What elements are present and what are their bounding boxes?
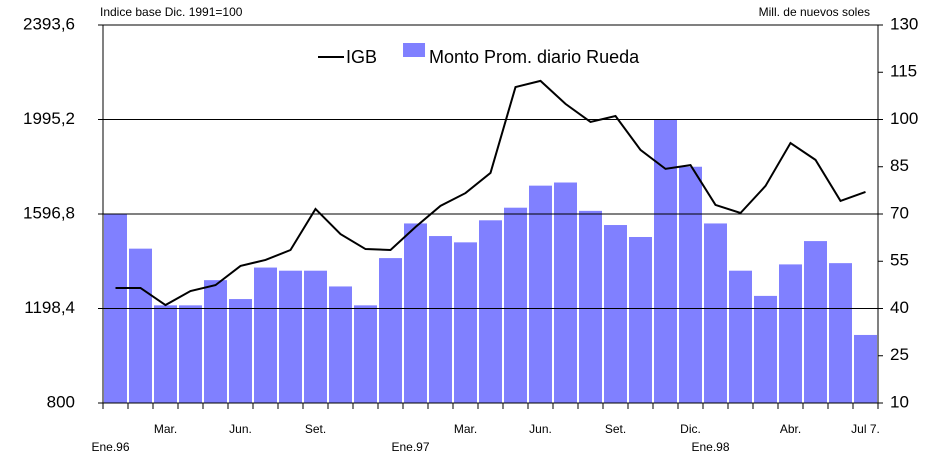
bar (304, 270, 327, 403)
x-tick-label: Jul 7. (851, 422, 880, 436)
bar (529, 185, 552, 403)
bar (204, 280, 227, 403)
bar (254, 267, 277, 403)
y2-tick-label: 40 (890, 298, 909, 317)
legend-label: Monto Prom. diario Rueda (429, 47, 640, 67)
x-tick-label: Set. (305, 422, 326, 436)
bar (729, 270, 752, 403)
y2-tick-label: 25 (890, 345, 909, 364)
y-tick-label: 1198,4 (24, 298, 75, 317)
bar (179, 305, 202, 403)
y2-tick-label: 100 (890, 109, 918, 128)
bar (579, 210, 602, 403)
x-tick-label: Jun. (229, 422, 252, 436)
bar (129, 248, 152, 403)
bar (754, 295, 777, 403)
y-tick-label: 1596,8 (23, 203, 75, 222)
y2-tick-label: 115 (890, 62, 917, 81)
line (115, 79, 866, 307)
x-tick-label: Ene.97 (391, 440, 429, 454)
bar (504, 207, 527, 403)
x-tick-label: Mar. (154, 422, 177, 436)
y-tick-label: 2393,6 (23, 14, 75, 33)
bar (554, 182, 577, 403)
right-axis-label: Mill. de nuevos soles (759, 5, 870, 19)
left-axis-label: Indice base Dic. 1991=100 (100, 5, 243, 19)
x-tick-label: Ene.98 (691, 440, 729, 454)
bar (829, 263, 852, 403)
bar (854, 334, 877, 403)
bar (279, 270, 302, 403)
y-tick-label: 800 (47, 392, 75, 411)
x-tick-label: Ene.96 (91, 440, 129, 454)
bar (604, 225, 627, 403)
bar (404, 223, 427, 403)
x-tick-label: Set. (605, 422, 626, 436)
bar (629, 236, 652, 403)
bar (704, 223, 727, 403)
bar (804, 241, 827, 403)
y2-tick-label: 130 (890, 14, 918, 33)
y2-tick-label: 55 (890, 251, 909, 270)
x-tick-label: Mar. (454, 422, 477, 436)
bar (229, 299, 252, 403)
bar (479, 220, 502, 403)
plot-frame (102, 24, 879, 404)
x-tick-label: Jun. (529, 422, 552, 436)
x-tick-label: Dic. (680, 422, 701, 436)
bar (679, 166, 702, 403)
bar (354, 305, 377, 403)
legend-label: IGB (346, 47, 377, 67)
bar (379, 258, 402, 403)
bar (454, 242, 477, 403)
y2-tick-label: 85 (890, 156, 909, 175)
bar (429, 236, 452, 403)
bar (654, 119, 677, 403)
legend-swatch (403, 43, 426, 57)
bar (154, 305, 177, 403)
bar (779, 264, 802, 403)
y2-tick-label: 70 (890, 203, 909, 222)
y2-tick-label: 10 (890, 392, 909, 411)
bar (329, 286, 352, 403)
y-tick-label: 1995,2 (23, 109, 75, 128)
x-tick-label: Abr. (780, 422, 801, 436)
